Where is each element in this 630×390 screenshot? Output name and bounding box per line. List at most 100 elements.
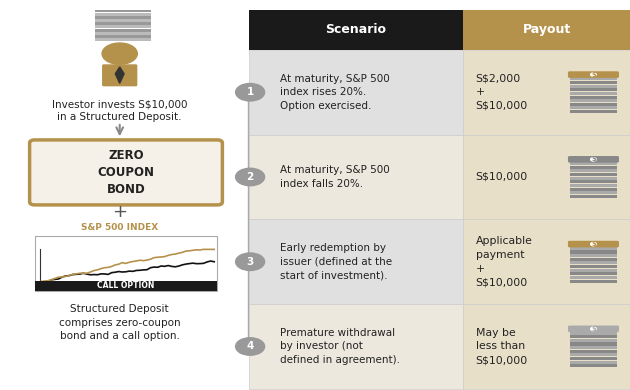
FancyBboxPatch shape xyxy=(568,71,619,78)
Bar xyxy=(570,99,617,102)
Bar xyxy=(570,106,617,110)
Text: 3: 3 xyxy=(246,257,254,267)
Circle shape xyxy=(591,327,596,330)
Bar xyxy=(94,22,151,25)
FancyBboxPatch shape xyxy=(568,241,619,247)
Bar xyxy=(94,25,151,28)
Bar xyxy=(570,265,617,268)
FancyBboxPatch shape xyxy=(30,140,222,205)
Bar xyxy=(570,247,617,250)
Bar xyxy=(94,32,151,35)
Text: Premature withdrawal
by investor (not
defined in agreement).: Premature withdrawal by investor (not de… xyxy=(280,328,400,365)
Bar xyxy=(570,195,617,198)
Bar xyxy=(570,335,617,338)
Bar xyxy=(570,169,617,172)
Text: S&P 500 INDEX: S&P 500 INDEX xyxy=(81,223,158,232)
Bar xyxy=(94,9,151,12)
Bar xyxy=(570,254,617,257)
Bar xyxy=(463,304,630,389)
Bar xyxy=(570,261,617,264)
Text: At maturity, S&P 500
index falls 20%.: At maturity, S&P 500 index falls 20%. xyxy=(280,165,390,189)
Bar xyxy=(570,180,617,183)
Circle shape xyxy=(591,243,596,246)
Text: +: + xyxy=(112,203,127,221)
Polygon shape xyxy=(115,67,124,83)
Circle shape xyxy=(102,43,137,64)
Text: At maturity, S&P 500
index rises 20%.
Option exercised.: At maturity, S&P 500 index rises 20%. Op… xyxy=(280,74,390,111)
Circle shape xyxy=(236,338,265,355)
Bar xyxy=(570,184,617,187)
Bar xyxy=(94,19,151,22)
Bar xyxy=(570,191,617,194)
Text: $: $ xyxy=(121,0,125,3)
Text: S$10,000: S$10,000 xyxy=(476,172,528,182)
Text: Applicable
payment
+
S$10,000: Applicable payment + S$10,000 xyxy=(476,236,532,287)
Text: $: $ xyxy=(591,241,596,247)
Bar xyxy=(463,135,630,219)
Circle shape xyxy=(236,83,265,101)
FancyBboxPatch shape xyxy=(568,326,619,332)
Bar xyxy=(570,88,617,91)
Text: 4: 4 xyxy=(246,342,254,351)
Bar xyxy=(570,350,617,353)
Bar xyxy=(570,96,617,99)
Bar xyxy=(570,364,617,367)
Bar xyxy=(570,258,617,261)
Circle shape xyxy=(591,158,596,161)
Text: 1: 1 xyxy=(246,87,254,97)
Bar xyxy=(570,166,617,169)
Bar xyxy=(570,250,617,254)
Circle shape xyxy=(236,168,265,186)
Circle shape xyxy=(236,253,265,271)
Bar xyxy=(570,92,617,95)
FancyBboxPatch shape xyxy=(568,156,619,163)
Bar xyxy=(94,38,151,41)
Text: $: $ xyxy=(591,72,596,78)
Text: Payout: Payout xyxy=(522,23,571,36)
Bar xyxy=(463,219,630,304)
Bar xyxy=(463,10,630,50)
Text: May be
less than
S$10,000: May be less than S$10,000 xyxy=(476,328,528,365)
Bar xyxy=(94,16,151,19)
Bar xyxy=(570,103,617,106)
FancyBboxPatch shape xyxy=(93,0,152,4)
Text: 2: 2 xyxy=(246,172,254,182)
Text: $: $ xyxy=(591,326,596,332)
Bar xyxy=(570,188,617,191)
Bar xyxy=(249,50,463,135)
Text: Investor invests S$10,000
in a Structured Deposit.: Investor invests S$10,000 in a Structure… xyxy=(52,99,188,122)
Bar xyxy=(570,85,617,88)
Bar xyxy=(570,272,617,275)
Bar xyxy=(249,10,463,50)
Text: S$2,000
+
S$10,000: S$2,000 + S$10,000 xyxy=(476,74,528,111)
Bar xyxy=(570,332,617,335)
Text: $: $ xyxy=(591,156,596,162)
Bar xyxy=(249,135,463,219)
Bar xyxy=(570,357,617,360)
Bar xyxy=(94,3,151,6)
Circle shape xyxy=(120,0,126,3)
Bar xyxy=(35,280,217,291)
Bar xyxy=(249,219,463,304)
Circle shape xyxy=(591,73,596,76)
Bar xyxy=(570,81,617,84)
Bar xyxy=(570,110,617,113)
Bar xyxy=(570,342,617,346)
Bar xyxy=(94,35,151,38)
Bar xyxy=(570,177,617,180)
Bar xyxy=(570,162,617,165)
Bar xyxy=(570,276,617,279)
Bar xyxy=(35,236,217,291)
Bar xyxy=(570,346,617,349)
Bar xyxy=(570,173,617,176)
Bar xyxy=(570,353,617,356)
Bar xyxy=(570,339,617,342)
Text: CALL OPTION: CALL OPTION xyxy=(97,281,155,291)
Text: Structured Deposit
comprises zero-coupon
bond and a call option.: Structured Deposit comprises zero-coupon… xyxy=(59,305,181,341)
Bar xyxy=(570,269,617,272)
Bar xyxy=(94,12,151,16)
Bar xyxy=(570,280,617,283)
Text: Early redemption by
issuer (defined at the
start of investment).: Early redemption by issuer (defined at t… xyxy=(280,243,392,280)
FancyBboxPatch shape xyxy=(102,64,137,86)
Bar xyxy=(570,361,617,364)
